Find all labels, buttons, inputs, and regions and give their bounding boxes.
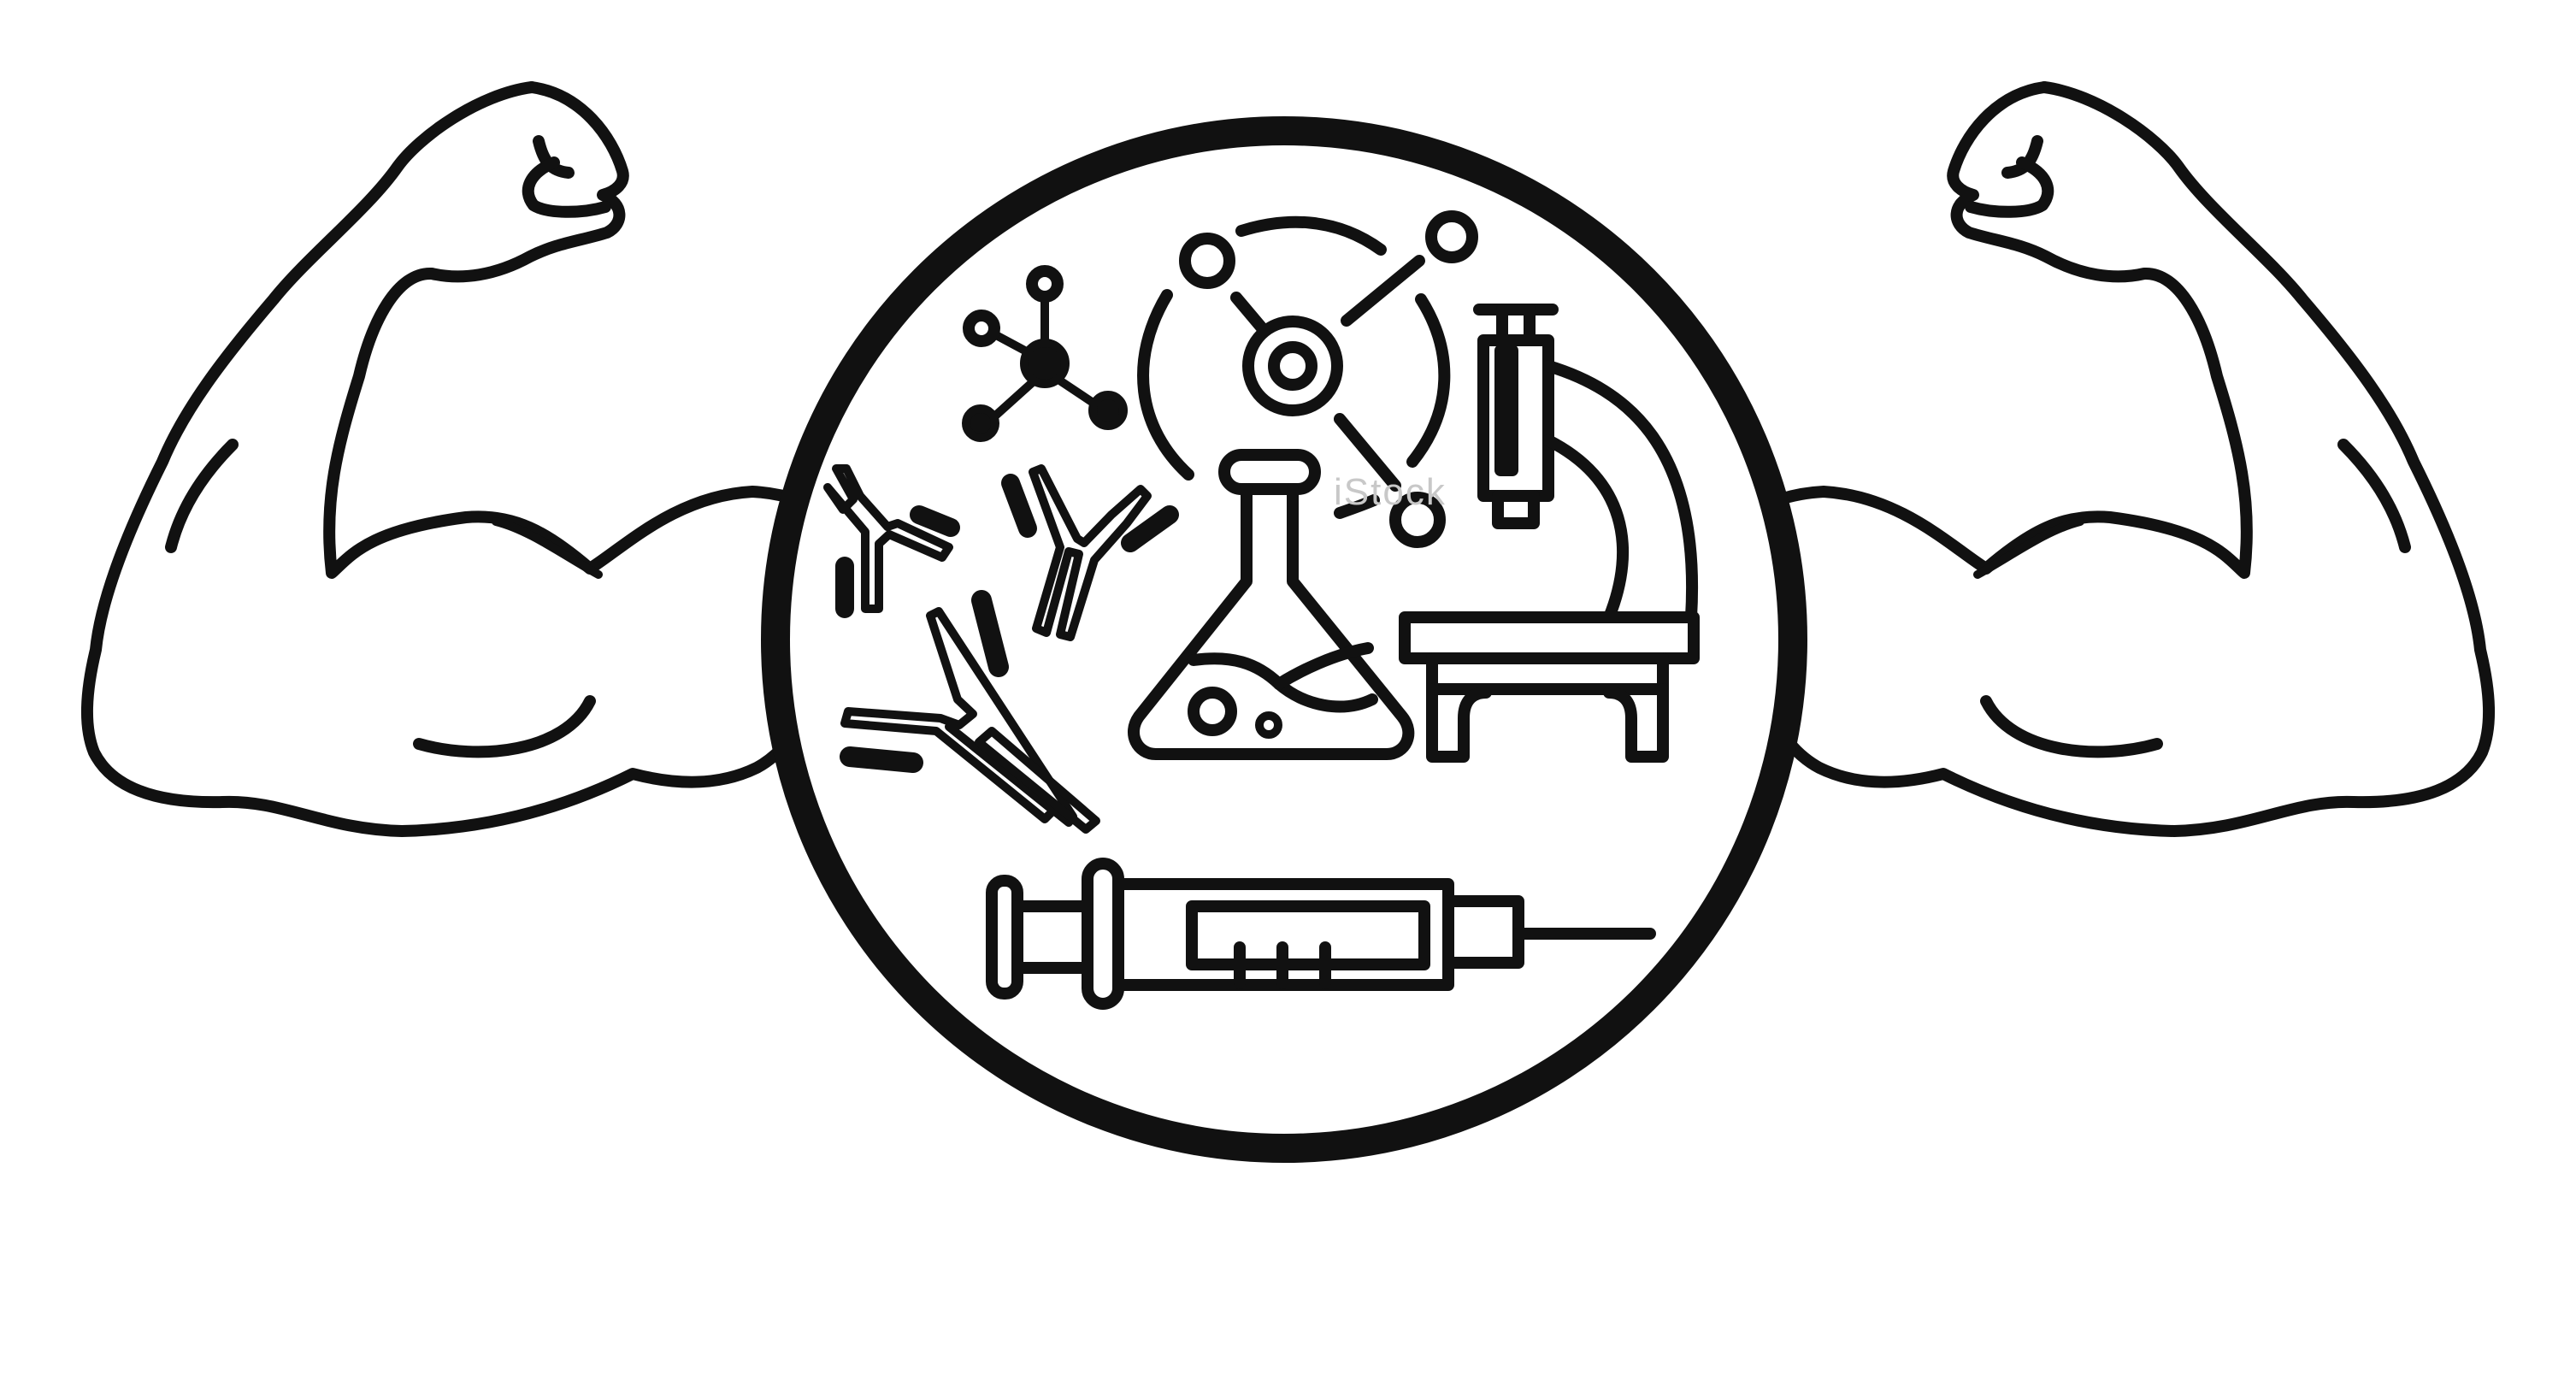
microscope-icon	[1399, 304, 1700, 763]
bacteria-icon	[835, 474, 1179, 773]
molecule-icon	[962, 265, 1128, 442]
atom-icon	[1137, 210, 1478, 548]
antibody-icon	[823, 464, 1152, 834]
flask-icon	[1128, 449, 1415, 760]
watermark-text: iStock	[1334, 471, 1447, 513]
science-circle-icon	[761, 116, 1807, 1163]
syringe-icon	[986, 858, 1656, 1010]
flexed-arm-right-icon	[1728, 81, 2495, 837]
flexed-arm-left-icon	[81, 81, 848, 837]
